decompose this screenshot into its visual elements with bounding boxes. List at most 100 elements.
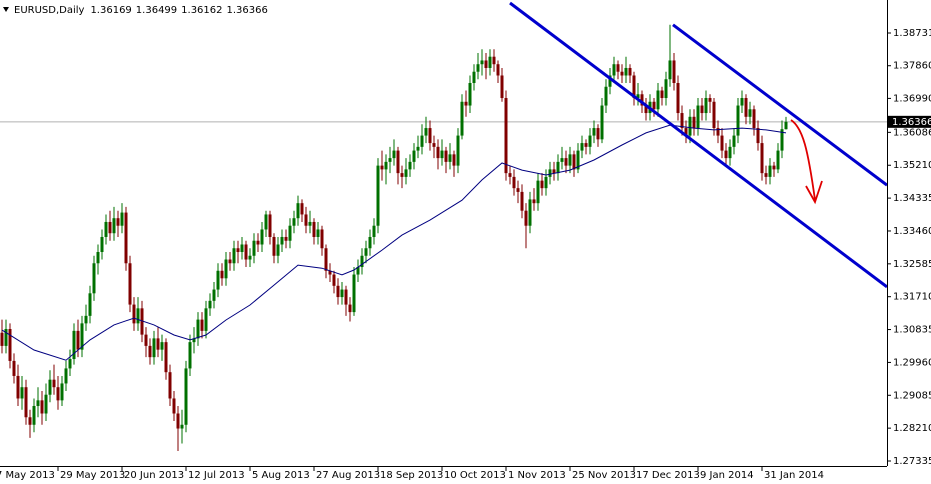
price-label: 1.36366 (892, 117, 931, 128)
candle-body (688, 116, 692, 136)
candle-body (340, 289, 344, 298)
candle-body (368, 236, 372, 249)
y-tick-label: 1.32585 (893, 259, 931, 270)
candle-body (772, 165, 776, 170)
candle-body (724, 150, 728, 159)
menu-triangle[interactable] (3, 7, 9, 12)
candle-body (388, 158, 392, 162)
candle-body (164, 342, 168, 373)
candle-body (564, 158, 568, 166)
candle-body (740, 98, 744, 106)
candle-body (504, 98, 508, 174)
candle-body (140, 308, 144, 335)
candle-body (424, 128, 428, 136)
candle-body (132, 304, 136, 324)
x-tick-label: 27 Aug 2013 (316, 470, 380, 481)
low: 1.36162 (181, 5, 222, 16)
candle-body (672, 60, 676, 83)
candle-body (500, 75, 504, 99)
candle-body (776, 150, 780, 170)
candle-body (356, 267, 360, 275)
candle-body (336, 285, 340, 298)
candle-body (184, 368, 188, 425)
candle-body (676, 82, 680, 114)
y-tick-label: 1.36086 (893, 127, 931, 138)
candle-body (392, 150, 396, 159)
candle-body (616, 64, 620, 72)
candle-body (460, 101, 464, 136)
candle-body (348, 304, 352, 313)
candle-body (712, 101, 716, 129)
y-tick-label: 1.31710 (893, 292, 931, 303)
x-tick-label: 10 Oct 2013 (444, 470, 506, 481)
candle-body (8, 328, 12, 361)
candle-body (116, 218, 120, 226)
candle-body (472, 71, 476, 83)
header: EURUSD,Daily 1.36169 1.36499 1.36162 1.36366 (14, 5, 268, 16)
candle-body (144, 334, 148, 346)
candle-body (384, 161, 388, 170)
candle-body (152, 338, 156, 358)
candle-body (224, 259, 228, 279)
candle-body (584, 143, 588, 147)
candle-body (328, 270, 332, 275)
candle-body (280, 236, 284, 245)
candle-body (452, 154, 456, 166)
candle-body (156, 338, 160, 350)
candle-body (408, 161, 412, 170)
y-tick-label: 1.29960 (893, 357, 931, 368)
candle-body (240, 244, 244, 253)
candle-body (248, 255, 252, 260)
candle-body (728, 146, 732, 159)
candle-body (516, 188, 520, 192)
candle-body (568, 154, 572, 166)
candle-body (96, 252, 100, 264)
candle-body (536, 180, 540, 204)
candle-body (32, 405, 36, 425)
candle-body (508, 173, 512, 177)
candle-body (400, 173, 404, 177)
candle-body (572, 154, 576, 170)
candle-body (228, 259, 232, 264)
candle-body (620, 71, 624, 76)
candle-body (468, 82, 472, 106)
candle-body (104, 221, 108, 237)
candle-body (716, 128, 720, 136)
candle-body (436, 146, 440, 159)
x-tick-label: 5 Aug 2013 (252, 470, 310, 481)
candle-body (196, 319, 200, 339)
candle-body (204, 308, 208, 331)
candle-body (176, 413, 180, 429)
candle-body (360, 255, 364, 268)
candle-body (592, 128, 596, 136)
candle-body (448, 154, 452, 162)
candle-body (284, 236, 288, 241)
candle-body (548, 169, 552, 177)
candle-body (76, 330, 80, 350)
candle-body (312, 221, 316, 237)
candle-body (632, 75, 636, 99)
annotation-arrowhead (805, 180, 823, 205)
candle-body (236, 248, 240, 253)
candle-body (656, 90, 660, 110)
candle-body (332, 274, 336, 286)
candle-body (380, 165, 384, 170)
candle-body (668, 60, 672, 80)
candle-body (780, 129, 784, 151)
candle-body (252, 240, 256, 256)
candle-body (264, 214, 268, 230)
symbol: EURUSD,Daily (14, 5, 85, 16)
candle-body (416, 146, 420, 151)
candle-body (532, 199, 536, 204)
candle-body (464, 101, 468, 106)
y-tick-label: 1.35210 (893, 160, 931, 171)
candle-body (112, 218, 116, 234)
high: 1.36499 (136, 5, 177, 16)
candle-body (684, 128, 688, 136)
price-label-box (888, 115, 931, 128)
candle-body (636, 94, 640, 99)
channel-line (672, 23, 887, 187)
candle-body (680, 113, 684, 129)
candle-body (628, 67, 632, 76)
